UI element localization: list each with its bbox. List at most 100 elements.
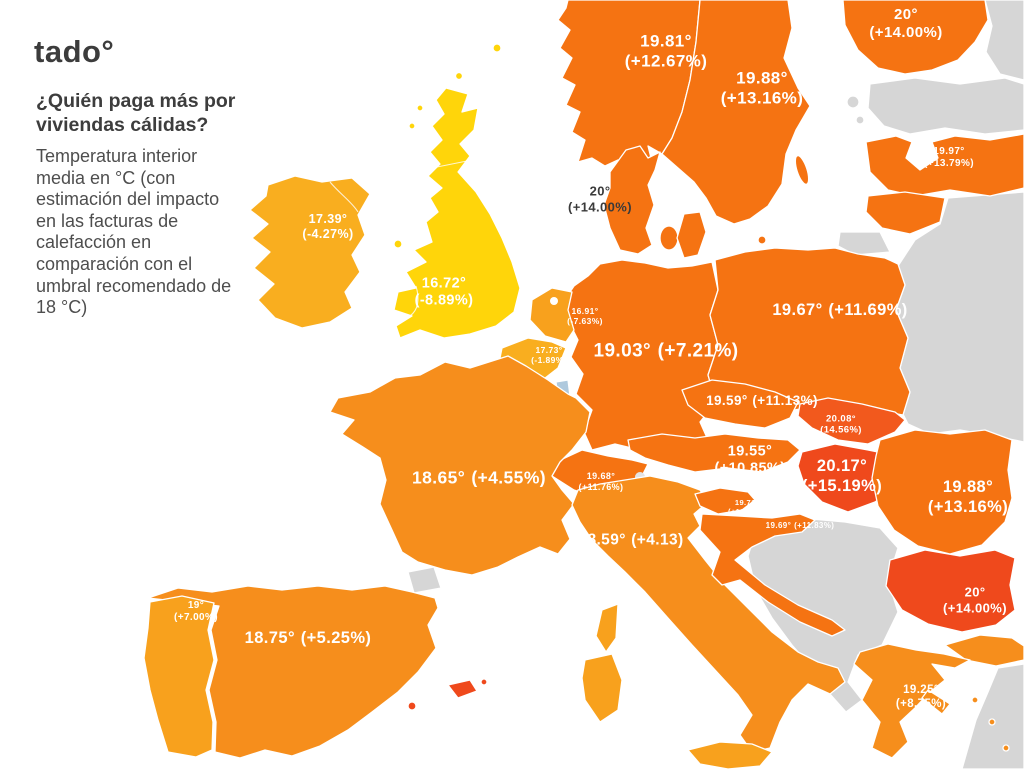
label-ireland: 17.39° (-4.27%) xyxy=(302,212,353,242)
label-poland-pct: (+11.69%) xyxy=(828,301,908,320)
estonian-island xyxy=(846,95,860,109)
label-switzerland-temp: 19.68° xyxy=(586,471,616,482)
label-slovenia: 19.71° (+11.97%) xyxy=(728,498,766,516)
island-shetland xyxy=(492,43,502,53)
island-sardinia xyxy=(581,653,623,723)
label-slovenia-temp: 19.71° xyxy=(734,498,760,507)
region-kaliningrad xyxy=(837,231,891,256)
country-france xyxy=(329,355,591,576)
island-gotland xyxy=(794,155,810,185)
estonian-island xyxy=(855,115,865,125)
island-sicily xyxy=(687,741,773,769)
label-austria: 19.55° (+10.85%) xyxy=(715,444,786,479)
label-spain-pct: (+5.25%) xyxy=(300,629,372,648)
country-greece xyxy=(853,643,971,759)
label-portugal: 19° (+7.00%) xyxy=(174,600,218,624)
label-latvia-pct: (+13.79%) xyxy=(923,158,975,169)
label-switzerland-pct: (+11.76%) xyxy=(578,482,624,492)
label-norway-pct: (+12.67%) xyxy=(624,52,708,71)
label-croatia-pct: (+11.83%) xyxy=(794,521,835,531)
label-germany-pct: (+7.21%) xyxy=(657,340,739,362)
label-slovakia: 20.08° (14.56%) xyxy=(820,414,862,437)
label-belgium: 17.73° (-1.89%) xyxy=(531,345,567,365)
label-italy-pct: (+4.13) xyxy=(631,531,684,549)
label-hungary-pct: (+15.19%) xyxy=(801,477,883,495)
label-denmark-temp: 20° xyxy=(589,183,611,199)
label-greece-temp: 19.25° xyxy=(903,684,939,697)
aegean-island xyxy=(971,696,979,704)
country-romania xyxy=(871,429,1013,555)
country-portugal xyxy=(143,595,215,758)
island-bornholm xyxy=(757,235,767,245)
label-finland: 20° (+14.00%) xyxy=(869,6,942,42)
label-france: 18.65° (+4.55%) xyxy=(412,468,546,489)
label-denmark-pct: (+14.00%) xyxy=(568,199,632,214)
label-romania-pct: (+13.16%) xyxy=(927,498,1009,516)
label-germany-temp: 19.03° xyxy=(593,340,652,362)
island-zealand xyxy=(676,211,707,259)
island-funen xyxy=(659,225,679,251)
label-latvia: 19.97° (+13.79%) xyxy=(924,146,974,170)
label-sweden: 19.88° (+13.16%) xyxy=(721,69,804,110)
country-russia xyxy=(984,0,1024,81)
tado-logo: tado° xyxy=(34,34,115,69)
country-finland xyxy=(842,0,989,75)
label-czechia-temp: 19.59° xyxy=(706,392,748,408)
label-uk-pct: (-8.89%) xyxy=(414,293,474,309)
label-spain-temp: 18.75° xyxy=(244,629,295,648)
aegean-island xyxy=(1002,744,1010,752)
border-wales xyxy=(409,285,419,317)
island-hebrides xyxy=(408,122,416,130)
label-greece: 19.25° (+8.75%) xyxy=(896,684,946,712)
border-scotland-england xyxy=(431,159,473,169)
label-denmark: 20° (+14.00%) xyxy=(568,183,632,214)
label-austria-temp: 19.55° xyxy=(727,443,773,460)
island-mallorca xyxy=(447,679,478,699)
label-hungary-temp: 20.17° xyxy=(816,457,868,476)
label-italy: 18.59° (+4.13) xyxy=(578,532,683,551)
country-bulgaria xyxy=(885,549,1016,633)
aegean-island xyxy=(988,718,996,726)
label-czechia-pct: (+11.13%) xyxy=(752,392,818,408)
label-slovenia-pct: (+11.97%) xyxy=(728,507,766,516)
label-finland-temp: 20° xyxy=(894,6,918,23)
country-spain xyxy=(147,585,439,759)
label-finland-pct: (+14.00%) xyxy=(869,24,943,41)
label-bulgaria-temp: 20° xyxy=(964,584,986,600)
country-lithuania xyxy=(865,191,946,235)
country-estonia xyxy=(867,77,1024,135)
label-ireland-temp: 17.39° xyxy=(308,212,348,226)
label-poland-temp: 19.67° xyxy=(772,301,823,320)
label-latvia-temp: 19.97° xyxy=(933,146,965,157)
label-slovakia-temp: 20.08° xyxy=(826,413,856,425)
label-portugal-temp: 19° xyxy=(187,600,205,611)
island-corsica xyxy=(595,603,619,653)
label-romania: 19.88° (+13.16%) xyxy=(928,478,1008,518)
label-germany: 19.03° (+7.21%) xyxy=(593,341,738,364)
label-spain: 18.75° (+5.25%) xyxy=(245,629,372,649)
country-ireland xyxy=(249,175,371,329)
island-menorca xyxy=(480,678,488,686)
label-netherlands: 16.91° (-7.63%) xyxy=(567,306,603,326)
label-belgium-temp: 17.73° xyxy=(535,344,563,355)
label-portugal-pct: (+7.00%) xyxy=(173,612,219,623)
label-uk-temp: 16.72° xyxy=(421,275,467,292)
label-uk: 16.72° (-8.89%) xyxy=(415,276,474,311)
country-slovenia xyxy=(694,487,756,515)
label-italy-temp: 18.59° xyxy=(578,531,626,549)
island-ibiza xyxy=(407,701,417,711)
label-croatia: 19.69° (+11.83%) xyxy=(766,521,835,531)
label-bulgaria: 20° (+14.00%) xyxy=(943,584,1007,615)
island-isle-of-man xyxy=(393,239,403,249)
label-france-temp: 18.65° xyxy=(411,467,466,488)
country-croatia xyxy=(699,513,846,637)
region-pyrenees-gray xyxy=(407,566,442,594)
label-austria-pct: (+10.85%) xyxy=(714,461,786,477)
label-sweden-pct: (+13.16%) xyxy=(720,89,804,108)
country-netherlands xyxy=(529,287,575,343)
label-netherlands-temp: 16.91° xyxy=(571,305,599,316)
country-sweden xyxy=(661,0,811,225)
label-norway-temp: 19.81° xyxy=(640,31,692,51)
